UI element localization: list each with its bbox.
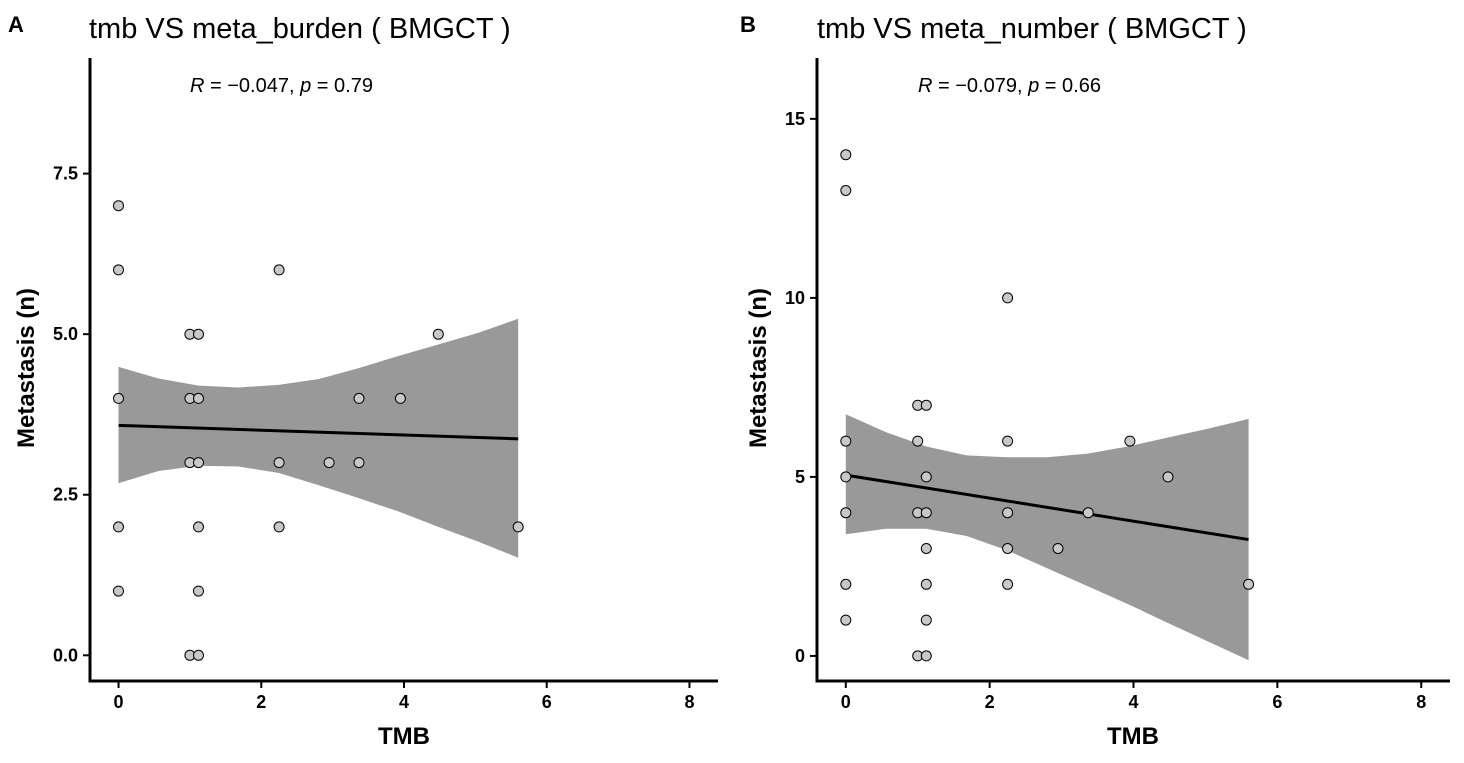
p-label: p: [1027, 75, 1039, 97]
chart-title: tmb VS meta_burden ( BMGCT ): [89, 13, 511, 45]
r-label: R: [190, 75, 204, 97]
data-point: [273, 457, 285, 469]
data-point: [193, 392, 204, 404]
scatter-points: [113, 200, 524, 661]
confidence-band-layer: [845, 414, 1249, 661]
data-point: [432, 328, 444, 340]
data-point: [353, 457, 365, 469]
data-point: [113, 585, 124, 597]
scatter-points: [840, 149, 1255, 662]
data-point: [920, 471, 932, 483]
data-point: [840, 185, 852, 196]
data-point: [113, 392, 124, 404]
data-point: [113, 521, 124, 533]
confidence-band: [118, 318, 519, 558]
axes: 0 2 4 6 8 0 5 10 15: [785, 58, 1450, 712]
data-point: [1162, 471, 1174, 483]
x-tick-label: 6: [542, 692, 552, 712]
panel-b: B tmb VS meta_number ( BMGCT ) R = −0.07…: [740, 12, 1450, 750]
data-point: [1002, 578, 1014, 590]
y-tick-label: 7.5: [53, 164, 78, 184]
data-point: [840, 614, 852, 626]
y-axis-label: Metastasis (n): [13, 288, 40, 448]
x-tick-label: 0: [114, 692, 124, 712]
x-axis-label: TMB: [378, 723, 430, 750]
y-tick-label: 15: [785, 109, 805, 129]
data-point: [920, 650, 932, 662]
chart-title: tmb VS meta_number ( BMGCT ): [817, 13, 1247, 45]
data-point: [193, 457, 204, 469]
x-tick-label: 2: [256, 692, 266, 712]
data-point: [840, 507, 852, 519]
data-point: [193, 328, 204, 340]
regression-line: [845, 473, 1249, 542]
r-value: = −0.079,: [932, 75, 1028, 97]
x-tick-label: 2: [985, 692, 995, 712]
x-tick-label: 4: [399, 692, 409, 712]
data-point: [273, 521, 285, 533]
data-point: [193, 521, 204, 533]
confidence-band: [845, 414, 1249, 661]
axes: 0 2 4 6 8 0.0 2.5 5.0 7.5: [53, 58, 718, 712]
y-tick-label: 5.0: [53, 324, 78, 344]
y-tick-label: 5: [795, 467, 805, 487]
panel-label: B: [740, 12, 756, 37]
fit-line-layer: [118, 423, 519, 441]
data-point: [920, 543, 932, 554]
data-point: [113, 264, 124, 276]
x-tick-label: 8: [684, 692, 694, 712]
correlation-annotation: R = −0.047, p = 0.79: [190, 75, 373, 97]
data-point: [920, 399, 932, 411]
data-point: [394, 392, 406, 404]
regression-line: [118, 423, 519, 441]
data-point: [193, 585, 204, 597]
data-point: [1002, 435, 1014, 447]
y-tick-label: 2.5: [53, 485, 78, 505]
y-tick-label: 0: [795, 646, 805, 666]
correlation-annotation: R = −0.079, p = 0.66: [918, 75, 1101, 97]
data-point: [1243, 578, 1255, 590]
y-tick-label: 0.0: [53, 645, 78, 665]
data-point: [912, 435, 924, 447]
data-point: [920, 578, 932, 590]
x-axis-label: TMB: [1107, 723, 1159, 750]
data-point: [840, 149, 852, 161]
y-tick-label: 10: [785, 288, 805, 308]
p-label: p: [299, 75, 311, 97]
p-value: = 0.79: [311, 75, 373, 97]
x-tick-label: 4: [1128, 692, 1138, 712]
panel-label: A: [8, 12, 24, 37]
data-point: [273, 264, 285, 276]
data-point: [840, 435, 852, 447]
x-tick-label: 6: [1272, 692, 1282, 712]
data-point: [1082, 507, 1094, 519]
p-value: = 0.66: [1039, 75, 1101, 97]
confidence-band-layer: [118, 318, 519, 558]
data-point: [1052, 543, 1064, 554]
data-point: [920, 507, 932, 519]
x-tick-label: 0: [841, 692, 851, 712]
data-point: [840, 471, 852, 483]
data-point: [1002, 292, 1014, 304]
data-point: [323, 457, 335, 469]
data-point: [1124, 435, 1136, 447]
data-point: [353, 392, 365, 404]
fit-line-layer: [845, 473, 1249, 542]
r-label: R: [918, 75, 932, 97]
data-point: [512, 521, 524, 533]
data-point: [840, 578, 852, 590]
panel-a: A tmb VS meta_burden ( BMGCT ) R = −0.04…: [8, 12, 718, 750]
data-point: [920, 614, 932, 626]
y-axis-label: Metastasis (n): [745, 288, 772, 448]
data-point: [193, 649, 204, 661]
x-tick-label: 8: [1416, 692, 1426, 712]
r-value: = −0.047,: [204, 75, 300, 97]
data-point: [1002, 543, 1014, 554]
data-point: [113, 200, 124, 212]
data-point: [1002, 507, 1014, 519]
